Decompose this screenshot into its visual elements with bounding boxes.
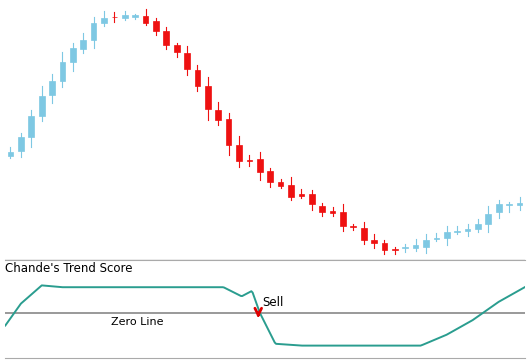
Bar [18,138,24,151]
Bar [371,240,377,243]
Bar [485,214,491,224]
Bar [81,40,86,49]
Bar [246,160,252,161]
Bar [91,24,96,40]
Bar [350,226,356,227]
Bar [49,81,55,95]
Bar [70,48,76,62]
Text: Sell: Sell [262,296,284,309]
Bar [143,16,148,23]
Bar [122,15,128,17]
Text: Chande's Trend Score: Chande's Trend Score [5,262,133,275]
Bar [319,206,325,211]
Bar [382,243,387,250]
Text: Zero Line: Zero Line [111,317,164,327]
Bar [226,119,232,145]
Bar [215,110,221,121]
Bar [330,211,335,213]
Bar [278,182,284,186]
Bar [434,238,439,240]
Bar [402,247,408,248]
Bar [444,232,449,237]
Bar [257,159,263,172]
Bar [392,249,398,251]
Bar [340,212,346,227]
Bar [475,224,481,229]
Bar [29,116,34,137]
Bar [413,245,419,248]
Bar [184,53,190,69]
Bar [132,16,138,17]
Bar [267,171,273,182]
Bar [205,86,211,109]
Bar [517,203,523,206]
Bar [506,204,512,205]
Bar [361,228,367,240]
Bar [236,145,242,161]
Bar [7,152,13,156]
Bar [309,194,315,205]
Bar [195,70,200,85]
Bar [298,194,304,196]
Bar [59,62,65,81]
Bar [174,45,180,52]
Bar [163,31,169,45]
Bar [454,231,460,232]
Bar [423,240,429,247]
Bar [465,229,471,231]
Bar [153,21,159,31]
Bar [101,18,107,24]
Bar [39,96,45,116]
Bar [288,185,294,197]
Bar [496,205,501,212]
